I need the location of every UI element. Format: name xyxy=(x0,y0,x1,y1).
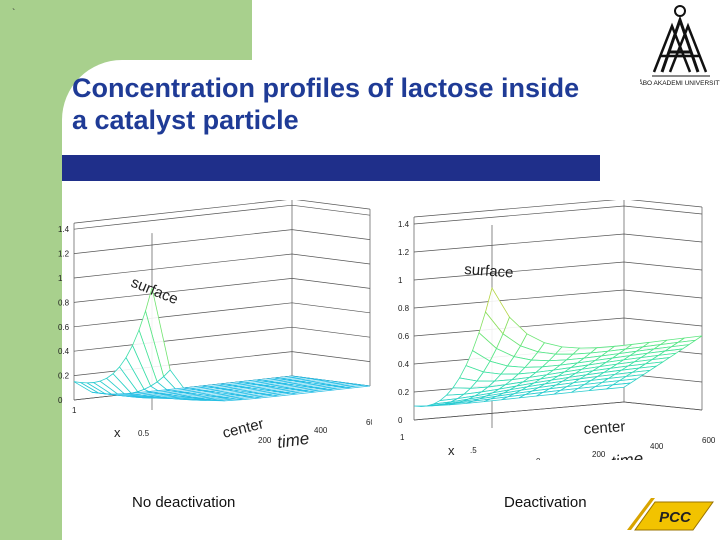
right-x-axis-label: x xyxy=(448,443,455,458)
y-tick-label: 0.4 xyxy=(58,347,70,356)
y-tick-label: 1.2 xyxy=(398,248,410,257)
content-area xyxy=(62,60,720,550)
y-tick-label: 1.4 xyxy=(398,220,410,229)
y-tick-label: 1 xyxy=(398,276,403,285)
left-t-tick-1: 200 xyxy=(258,436,272,445)
plot-gridline xyxy=(73,278,371,303)
left-t-tick-3: 600 xyxy=(366,418,372,427)
caption-no-deactivation: No deactivation xyxy=(132,494,236,511)
left-x-tick-1: 1 xyxy=(72,406,77,415)
y-tick-label: 0.4 xyxy=(398,360,410,369)
y-tick-label: 0 xyxy=(398,416,403,425)
corner-mark: ` xyxy=(12,8,16,19)
left-surface-mesh xyxy=(73,287,371,402)
right-surface-label: surface xyxy=(464,261,514,281)
plot-gridline xyxy=(73,302,371,328)
left-x-tick-2: 0.5 xyxy=(138,429,150,438)
pcc-badge-text: PCC xyxy=(659,509,692,526)
plot-gridline xyxy=(413,205,703,225)
y-tick-label: 1.2 xyxy=(58,250,70,259)
plot-gridline xyxy=(73,253,371,279)
plot-floor-edge xyxy=(413,401,703,421)
right-surface-mesh xyxy=(413,286,703,407)
plot-top-edge xyxy=(413,200,703,218)
title-line-1: Concentration profiles of lactose inside xyxy=(72,73,580,103)
plot-gridline xyxy=(413,261,703,281)
plot-gridline xyxy=(413,233,703,253)
mesh-cell xyxy=(606,382,631,390)
right-x-tick-3: 0 xyxy=(536,457,541,460)
green-side-band xyxy=(0,0,62,540)
plot-gridline xyxy=(413,289,703,309)
y-tick-label: 0.2 xyxy=(58,372,70,381)
y-tick-label: 1 xyxy=(58,274,63,283)
surface-plot-no-deactivation: 0 0.2 0.4 0.6 0.8 1 1.2 1.4 1 0.5 0 200 400 600… xyxy=(58,200,372,450)
university-logo: ÅBO AKADEMI UNIVERSITY xyxy=(640,5,720,87)
right-t-tick-1: 200 xyxy=(592,450,606,459)
pcc-badge: PCC xyxy=(627,498,714,531)
right-x-tick-2: .5 xyxy=(470,446,477,455)
y-tick-label: 0.6 xyxy=(398,332,410,341)
title-underline-bar xyxy=(62,155,600,181)
left-t-tick-2: 400 xyxy=(314,426,328,435)
y-tick-label: 1.4 xyxy=(58,225,70,234)
y-tick-label: 0 xyxy=(58,396,63,405)
left-x-tick-3: 0 xyxy=(202,449,207,450)
right-t-tick-3: 600 xyxy=(702,436,716,445)
right-t-tick-2: 400 xyxy=(650,442,664,451)
left-time-label: time xyxy=(276,429,310,450)
y-tick-label: 0.2 xyxy=(398,388,410,397)
title-line-2: a catalyst particle xyxy=(72,105,299,135)
plot-gridline xyxy=(73,204,371,230)
y-tick-label: 0.6 xyxy=(58,323,70,332)
right-x-tick-1: 1 xyxy=(400,433,405,442)
plot-top-edge xyxy=(73,200,371,224)
left-x-axis-label: x xyxy=(114,425,121,440)
plot-gridline xyxy=(413,317,703,337)
plot-gridline xyxy=(73,229,371,254)
plot-gridline xyxy=(413,401,703,421)
mesh-cell xyxy=(273,375,299,380)
logo-text: ÅBO AKADEMI UNIVERSITY xyxy=(640,78,720,87)
slide-title: Concentration profiles of lactose inside… xyxy=(72,72,672,136)
y-tick-label: 0.8 xyxy=(398,304,410,313)
caption-deactivation: Deactivation xyxy=(504,494,587,511)
right-time-label: time xyxy=(610,449,644,460)
y-tick-label: 0.8 xyxy=(58,298,70,307)
right-center-label: center xyxy=(583,418,626,438)
plot-gridline xyxy=(73,326,371,352)
surface-plot-deactivation: 00.20.40.60.811.21.4 1 .5 0 200 400 600 … xyxy=(398,200,716,460)
